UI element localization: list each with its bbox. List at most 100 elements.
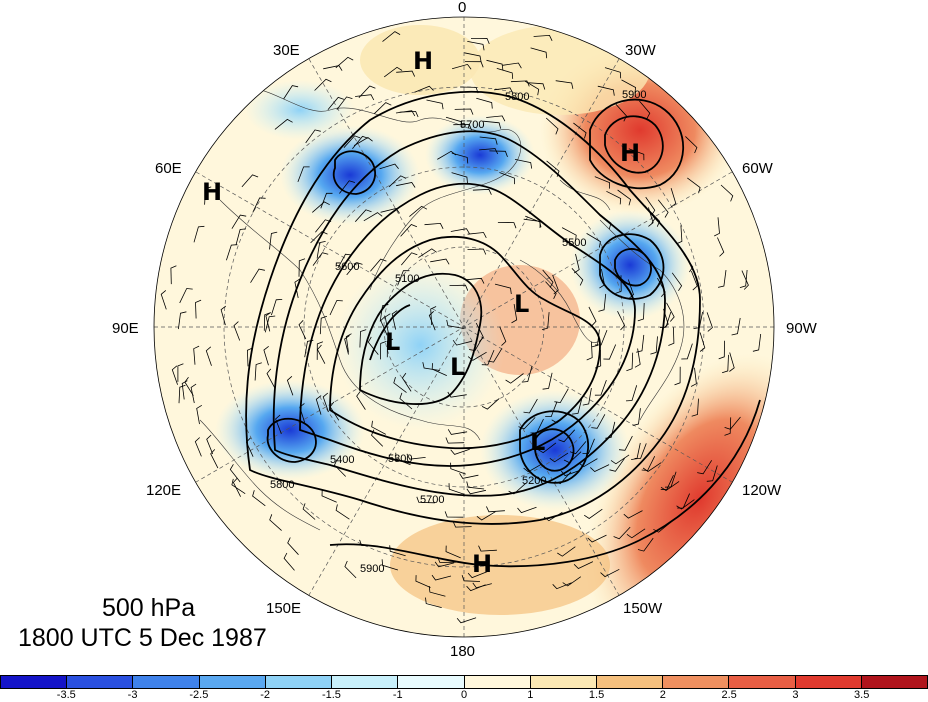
- wind-barb: [302, 503, 316, 520]
- wind-barb: [437, 150, 457, 160]
- wind-barb: [615, 275, 622, 294]
- wind-barb: [335, 56, 354, 69]
- wind-barb: [641, 456, 656, 471]
- wind-barb: [454, 108, 474, 115]
- contour-labels: 5900 5800 5700 5600 5500 5400 5200 5100 …: [270, 89, 646, 575]
- wind-barb: [426, 99, 444, 110]
- wind-barb: [572, 397, 583, 415]
- wind-barb: [621, 79, 637, 94]
- pressure-centers: H H H H L L L L: [202, 47, 640, 578]
- wind-barb: [573, 253, 580, 274]
- wind-barb: [691, 270, 698, 291]
- wind-barb: [344, 335, 350, 355]
- wind-barb: [721, 354, 729, 374]
- wind-barb: [699, 332, 706, 352]
- wind-barb: [396, 182, 416, 188]
- wind-barb: [467, 351, 487, 361]
- wind-barb: [555, 80, 574, 89]
- wind-barb: [314, 78, 332, 91]
- wind-barb: [346, 262, 363, 276]
- anomaly-shading: [154, 17, 774, 637]
- wind-barb: [448, 483, 465, 495]
- wind-barb: [319, 315, 328, 335]
- wind-barb: [315, 219, 332, 233]
- wind-barb: [697, 460, 713, 475]
- colorbar-tick-label: 3: [792, 689, 799, 701]
- wind-barb: [523, 463, 543, 473]
- wind-barb: [595, 329, 608, 346]
- wind-barb: [494, 87, 514, 94]
- wind-barb: [193, 225, 205, 243]
- wind-barb: [717, 237, 725, 257]
- wind-barb: [252, 490, 266, 507]
- wind-barb: [683, 253, 694, 273]
- wind-barb: [628, 148, 645, 161]
- colorbar-segment: [794, 675, 861, 689]
- wind-barb: [274, 118, 293, 130]
- wind-barb: [517, 506, 537, 514]
- wind-barb: [196, 404, 203, 425]
- wind-barb: [460, 86, 479, 94]
- wind-barb: [720, 184, 734, 202]
- wind-barb: [428, 586, 446, 597]
- wind-barb: [642, 462, 662, 472]
- wind-barb: [546, 160, 560, 177]
- wind-barb: [371, 429, 384, 447]
- wind-barb: [525, 215, 541, 229]
- wind-barb: [327, 96, 345, 110]
- wind-barb: [367, 336, 379, 355]
- wind-barb: [344, 560, 357, 579]
- coastlines: [199, 84, 685, 531]
- lon-label-120e: 120E: [146, 482, 182, 499]
- wind-barb: [464, 52, 482, 62]
- contour-label: 5300: [388, 453, 412, 465]
- wind-barb: [381, 559, 399, 571]
- contour-label: 5600: [335, 261, 359, 273]
- wind-barb: [406, 453, 426, 460]
- wind-barb: [416, 496, 435, 504]
- wind-barb: [481, 398, 500, 410]
- wind-barb: [486, 59, 504, 71]
- wind-barb: [271, 299, 283, 316]
- lon-label-0: 0: [458, 0, 467, 16]
- wind-barb: [626, 352, 634, 372]
- wind-barb: [599, 269, 605, 289]
- lon-label-150e: 150E: [266, 600, 302, 617]
- wind-barb: [687, 177, 701, 194]
- lon-label-150w: 150W: [623, 600, 663, 617]
- wind-barb: [424, 222, 444, 229]
- wind-barb: [379, 163, 399, 170]
- wind-barb: [391, 310, 398, 330]
- wind-barb: [554, 388, 569, 404]
- wind-barb: [524, 80, 540, 96]
- colorbar-segment: [132, 675, 199, 689]
- wind-barb: [609, 458, 625, 472]
- wind-barb: [422, 362, 440, 371]
- wind-barb: [542, 269, 554, 288]
- wind-barb: [450, 228, 470, 235]
- colorbar-tick-label: 1.5: [588, 689, 605, 701]
- map-title-level: 500 hPa: [102, 594, 196, 622]
- wind-barb: [431, 574, 452, 581]
- wind-barb: [617, 311, 626, 331]
- wind-barb: [467, 248, 487, 255]
- wind-barb: [233, 321, 241, 341]
- wind-barb: [666, 302, 675, 322]
- wind-barb: [414, 85, 434, 93]
- wind-barb: [479, 148, 499, 155]
- wind-barb: [336, 96, 353, 110]
- wind-barb: [533, 34, 553, 41]
- contour-label: 5900: [622, 89, 646, 101]
- wind-barb: [729, 352, 735, 372]
- wind-barb: [600, 568, 620, 578]
- wind-barb: [299, 403, 305, 423]
- wind-barb: [283, 552, 295, 571]
- wind-barb: [384, 313, 391, 333]
- wind-barb: [329, 401, 340, 421]
- wind-barb: [380, 208, 400, 214]
- wind-barb: [674, 366, 681, 386]
- wind-barb: [618, 435, 633, 451]
- wind-barb: [663, 308, 669, 329]
- wind-barb: [445, 545, 461, 559]
- wind-barb: [181, 380, 188, 400]
